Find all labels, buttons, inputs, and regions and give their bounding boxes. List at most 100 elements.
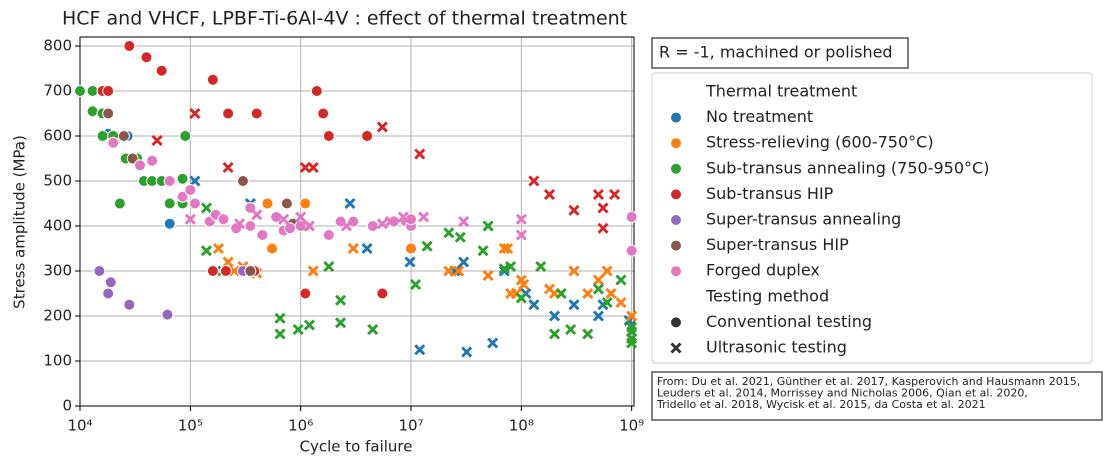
- legend-label: No treatment: [706, 107, 813, 126]
- point: [361, 242, 373, 255]
- point: [361, 130, 374, 142]
- point: [179, 130, 192, 142]
- point: [498, 242, 510, 255]
- point: [592, 283, 605, 295]
- point: [206, 73, 219, 86]
- legend-title: Thermal treatment: [705, 82, 857, 101]
- point: [565, 323, 577, 336]
- point: [592, 310, 605, 322]
- point: [376, 121, 388, 133]
- point: [256, 229, 269, 241]
- point: [222, 256, 234, 268]
- point: [404, 242, 417, 255]
- point: [292, 323, 304, 336]
- point: [347, 242, 359, 255]
- y-tick-label: 100: [43, 352, 72, 370]
- legend-marker: [670, 162, 682, 175]
- point: [615, 296, 627, 309]
- point: [74, 85, 86, 97]
- legend-label: Forged duplex: [706, 261, 820, 280]
- point: [299, 197, 312, 210]
- point: [410, 278, 422, 291]
- y-tick-label: 200: [43, 307, 72, 325]
- point: [161, 308, 174, 321]
- point: [404, 256, 416, 268]
- point: [582, 328, 594, 340]
- point: [505, 260, 517, 273]
- point: [322, 130, 335, 142]
- point: [458, 256, 470, 268]
- point: [421, 240, 433, 252]
- point: [458, 215, 470, 228]
- point: [176, 172, 189, 185]
- point: [123, 40, 136, 52]
- point: [414, 344, 426, 356]
- x-axis-label: Cycle to failure: [300, 438, 413, 456]
- point: [295, 211, 307, 223]
- point: [146, 154, 159, 167]
- point: [117, 130, 130, 142]
- point: [568, 299, 580, 311]
- source-line: Leuders et al. 2014, Morrissey and Nicho…: [657, 387, 1028, 400]
- point: [453, 265, 465, 277]
- point: [477, 245, 489, 257]
- x-tick-label: 10⁶: [288, 417, 313, 435]
- point: [307, 161, 319, 174]
- point: [274, 312, 286, 324]
- point: [548, 328, 561, 340]
- legend-label: Conventional testing: [706, 312, 872, 331]
- point: [626, 310, 638, 322]
- legend-marker: [670, 265, 682, 278]
- point: [344, 197, 356, 210]
- point: [189, 175, 201, 187]
- point: [582, 287, 594, 300]
- legend-label: Sub-transus annealing (750-950°C): [706, 158, 989, 177]
- annotation-box: [651, 37, 909, 69]
- point: [535, 260, 547, 273]
- point: [601, 265, 613, 277]
- legend-title: Testing method: [705, 286, 829, 305]
- legend-label: Ultrasonic testing: [706, 338, 847, 357]
- point: [528, 175, 540, 187]
- point: [184, 213, 196, 225]
- point: [86, 105, 99, 118]
- point: [625, 211, 638, 223]
- point: [102, 85, 115, 97]
- point: [274, 328, 286, 340]
- source-line: From: Du et al. 2021, Günther et al. 201…: [657, 375, 1080, 388]
- point: [250, 107, 263, 120]
- legend-box: [651, 72, 1093, 364]
- y-tick-label: 300: [43, 262, 72, 280]
- y-tick-label: 500: [43, 172, 72, 190]
- point: [310, 85, 323, 97]
- point: [184, 184, 197, 196]
- point: [376, 218, 388, 230]
- legend-label: Sub-transus HIP: [706, 184, 834, 203]
- y-axis-label: Stress amplitude (MPa): [11, 135, 29, 309]
- point: [501, 242, 514, 255]
- point: [443, 265, 455, 277]
- chart-title: HCF and VHCF, LPBF-Ti-6Al-4V : effect of…: [62, 8, 627, 30]
- point: [568, 204, 580, 216]
- point: [609, 188, 621, 201]
- x-tick-label: 10⁴: [67, 417, 92, 435]
- point: [280, 197, 293, 210]
- y-tick-label: 400: [43, 217, 72, 235]
- x-tick-label: 10⁸: [509, 417, 534, 435]
- point: [244, 265, 257, 277]
- point: [482, 269, 494, 282]
- point: [418, 211, 430, 223]
- point: [200, 245, 213, 257]
- point: [303, 220, 315, 232]
- point: [366, 220, 379, 232]
- point: [217, 213, 230, 226]
- point: [102, 287, 115, 300]
- point: [251, 209, 263, 221]
- point: [322, 229, 335, 241]
- point: [568, 265, 580, 277]
- point: [335, 294, 347, 306]
- x-tick-label: 10⁹: [619, 417, 644, 435]
- point: [335, 317, 347, 329]
- point: [461, 346, 473, 358]
- point: [261, 197, 274, 210]
